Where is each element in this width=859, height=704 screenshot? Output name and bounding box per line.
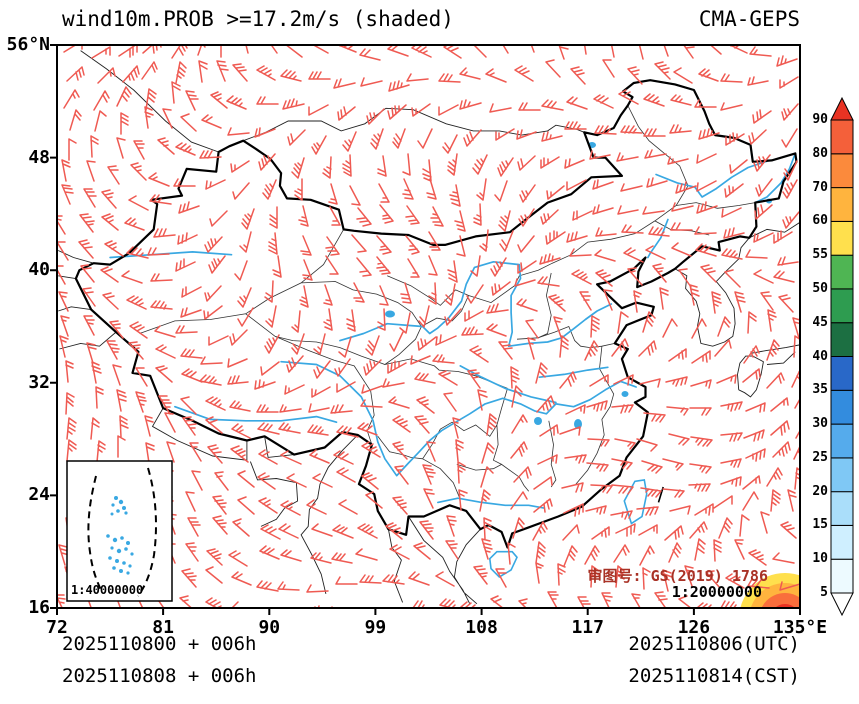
x-axis-tick-label: 108 [465,617,498,638]
colorbar-tick-label: 25 [812,450,828,465]
colorbar-tick-label: 80 [812,146,828,161]
colorbar-tick-label: 15 [812,517,828,532]
y-axis-tick-label: 16 [28,597,50,618]
colorbar-arrow-top [830,96,854,121]
map-approval-number: 审图号: GS(2019) 1786 [587,567,768,585]
y-axis-tick-label: 40 [28,259,50,281]
hainan-island [488,550,518,579]
province-boundaries [139,105,756,497]
colorbar-tick-label: 70 [812,180,828,195]
colorbar-tick-label: 10 [812,551,828,566]
colorbar-tick-label: 45 [812,315,828,330]
x-axis-tick-label: 81 [152,617,174,638]
colorbar-arrow-bottom [830,592,854,617]
china-border [74,79,798,549]
axis-ticks [50,44,801,615]
colorbar-tick-label: 40 [812,349,828,364]
nine-dash-segment [657,486,664,503]
colorbar-tick-label: 35 [812,382,828,397]
probability-shading [740,573,799,607]
map-scale-label: 1:20000000 [671,583,762,601]
colorbar-tick-label: 20 [812,484,828,499]
x-axis-tick-label: 135°E [772,617,828,638]
map-frame [56,44,801,609]
neighbor-boundaries [58,50,799,605]
colorbar-tick-label: 50 [812,281,828,296]
footer-valid-cst: 2025110814(CST) [628,665,800,687]
colorbar-tick-label: 30 [812,416,828,431]
y-axis-tick-label: 56°N [6,34,50,55]
lakes [385,142,772,429]
colorbar [830,96,854,617]
colorbar-tick-label: 5 [820,585,828,600]
x-axis-tick-label: 72 [46,617,68,638]
model-label: CMA-GEPS [698,7,800,31]
colorbar-tick-label: 55 [812,247,828,262]
y-axis-tick-label: 32 [28,371,50,393]
y-axis-tick-label: 24 [28,484,50,506]
inset-dash-line [137,467,157,597]
x-axis-tick-label: 99 [364,617,387,638]
footer-init-line2: 2025110808 + 006h [62,665,257,687]
colorbar-tick-label: 90 [812,112,828,127]
inset-map [66,460,173,602]
inset-islands [106,496,134,575]
footer-init-line1: 2025110800 + 006h [62,633,257,655]
y-axis-tick-label: 48 [28,146,50,168]
footer-valid-utc: 2025110806(UTC) [628,633,800,655]
wind-barbs [58,46,799,607]
x-axis-tick-label: 126 [677,617,711,638]
inset-dash-line [87,475,103,593]
x-axis-tick-label: 117 [571,617,604,638]
inset-scale-label: 1:40000000 [71,583,144,597]
colorbar-tick-label: 60 [812,213,828,228]
x-axis-tick-label: 90 [258,617,281,638]
chart-title: wind10m.PROB >=17.2m/s (shaded) [62,7,454,31]
taiwan-island [623,478,648,525]
